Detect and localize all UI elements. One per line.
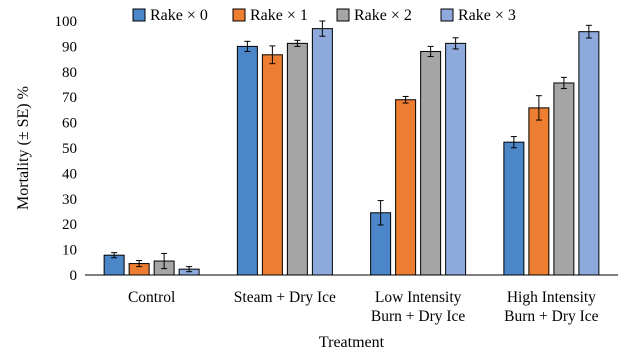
legend-item: Rake × 1 bbox=[232, 7, 308, 24]
y-tick-label: 100 bbox=[55, 14, 78, 30]
error-bar bbox=[560, 76, 567, 90]
legend-item: Rake × 0 bbox=[132, 7, 208, 24]
legend-swatch bbox=[440, 8, 454, 22]
y-tick-label: 70 bbox=[62, 90, 77, 106]
y-tick-label: 20 bbox=[62, 217, 77, 233]
x-axis-title: Treatment bbox=[319, 334, 385, 350]
error-bar bbox=[377, 200, 384, 226]
bar bbox=[395, 99, 417, 276]
bar bbox=[236, 45, 258, 276]
y-tick-label: 30 bbox=[62, 192, 77, 208]
legend-label: Rake × 3 bbox=[458, 7, 516, 24]
y-tick-label: 50 bbox=[62, 141, 77, 157]
error-bar bbox=[452, 37, 459, 50]
error-bar bbox=[319, 20, 326, 37]
error-bar bbox=[161, 252, 168, 270]
x-category-label: High Intensity Burn + Dry Ice bbox=[504, 289, 599, 325]
x-category-label: Low Intensity Burn + Dry Ice bbox=[371, 289, 466, 325]
bars bbox=[103, 28, 600, 276]
y-tick-label: 10 bbox=[62, 243, 77, 259]
bar bbox=[528, 107, 550, 276]
error-bar bbox=[244, 40, 251, 52]
error-bar bbox=[585, 24, 592, 39]
error-bars bbox=[111, 20, 592, 273]
bar bbox=[553, 82, 575, 276]
legend-swatch bbox=[132, 8, 146, 22]
legend-label: Rake × 0 bbox=[150, 7, 208, 24]
bar bbox=[503, 141, 525, 276]
y-tick-label: 40 bbox=[62, 166, 77, 182]
bar bbox=[420, 50, 442, 276]
error-bar bbox=[535, 95, 542, 121]
y-axis-ticks: 0 10 20 30 40 50 60 70 80 90 100 bbox=[55, 14, 78, 284]
y-tick-label: 0 bbox=[70, 268, 78, 284]
error-bar bbox=[111, 252, 118, 259]
y-axis-title: Mortality (± SE) % bbox=[15, 86, 32, 210]
bar bbox=[261, 54, 283, 276]
legend-label: Rake × 2 bbox=[354, 7, 412, 24]
bar bbox=[311, 28, 333, 276]
legend: Rake × 0 Rake × 1 Rake × 2 Rake × 3 bbox=[132, 7, 516, 24]
legend-swatch bbox=[336, 8, 350, 22]
legend-item: Rake × 3 bbox=[440, 7, 516, 24]
error-bar bbox=[269, 45, 276, 65]
bar bbox=[286, 42, 308, 276]
error-bar bbox=[402, 95, 409, 104]
legend-item: Rake × 2 bbox=[336, 7, 412, 24]
x-axis-category-labels: Control Steam + Dry Ice Low Intensity Burn … bbox=[128, 289, 599, 325]
x-category-label: Control bbox=[128, 289, 175, 306]
y-tick-label: 60 bbox=[62, 116, 77, 132]
error-bar bbox=[427, 45, 434, 58]
bar bbox=[445, 42, 467, 276]
y-tick-label: 80 bbox=[62, 65, 77, 81]
bar bbox=[578, 31, 600, 276]
legend-label: Rake × 1 bbox=[250, 7, 308, 24]
x-category-label: Steam + Dry Ice bbox=[234, 289, 336, 306]
error-bar bbox=[186, 266, 193, 273]
y-tick-label: 90 bbox=[62, 39, 77, 55]
error-bar bbox=[510, 136, 517, 149]
legend-swatch bbox=[232, 8, 246, 22]
error-bar bbox=[294, 39, 301, 47]
error-bar bbox=[136, 260, 143, 268]
